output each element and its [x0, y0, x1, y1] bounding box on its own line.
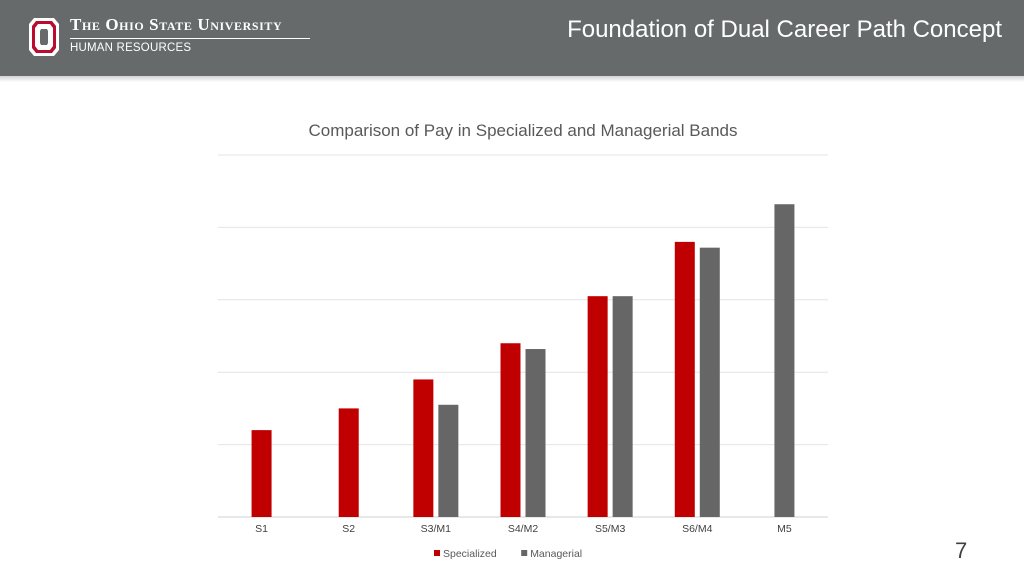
x-tick-label-m5: M5 [777, 523, 792, 535]
x-tick-label-s5-m3: S5/M3 [595, 523, 626, 535]
page-number: 7 [955, 538, 968, 563]
slide-title: Foundation of Dual Career Path Concept [567, 16, 1002, 43]
bar-specialized-s1 [251, 430, 272, 517]
chart-title: Comparison of Pay in Specialized and Man… [308, 121, 738, 140]
department-name: HUMAN RESOURCES [70, 42, 192, 54]
legend-label-specialized: Specialized [443, 548, 497, 560]
bar-managerial-s4-m2 [525, 349, 546, 517]
x-tick-label-s6-m4: S6/M4 [682, 523, 713, 535]
bar-specialized-s6-m4 [674, 241, 695, 517]
legend-label-managerial: Managerial [530, 548, 582, 560]
bar-managerial-s5-m3 [612, 296, 633, 517]
legend-swatch-specialized [434, 550, 440, 556]
x-tick-label-s1: S1 [255, 523, 268, 535]
bar-specialized-s4-m2 [500, 343, 521, 517]
legend-swatch-managerial [521, 550, 528, 556]
header-bar: The Ohio State University HUMAN RESOURCE… [0, 0, 1024, 76]
x-tick-label-s2: S2 [342, 523, 355, 535]
bar-managerial-m5 [774, 204, 795, 517]
bar-managerial-s6-m4 [699, 247, 720, 517]
university-name: The Ohio State University [70, 15, 283, 34]
bar-managerial-s3-m1 [438, 404, 459, 517]
header-shadow [0, 76, 1024, 82]
x-tick-label-s3-m1: S3/M1 [421, 523, 452, 535]
x-tick-label-s4-m2: S4/M2 [508, 523, 539, 535]
logo-divider [70, 38, 310, 39]
bar-specialized-s2 [338, 408, 359, 517]
bar-specialized-s5-m3 [587, 296, 608, 517]
bar-specialized-s3-m1 [413, 379, 434, 517]
block-o-logo-icon [29, 18, 59, 56]
